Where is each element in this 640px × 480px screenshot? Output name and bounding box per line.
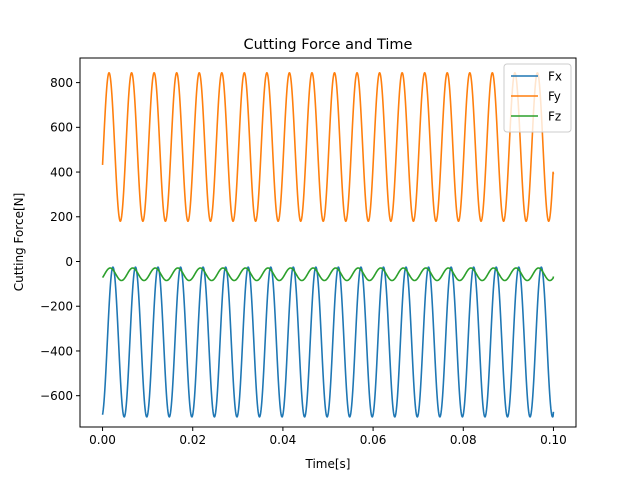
x-tick-label: 0.10	[540, 433, 567, 447]
series-line-fy	[101, 72, 555, 223]
series-line-fz	[101, 267, 555, 282]
x-axis: 0.00 0.02 0.04 0.06 0.08 0.10	[89, 427, 567, 447]
y-tick-label: 200	[50, 210, 73, 224]
legend-label-fz: Fz	[548, 109, 561, 123]
y-tick-label: −400	[40, 344, 73, 358]
x-tick-label: 0.00	[89, 433, 116, 447]
y-tick-label: 400	[50, 165, 73, 179]
y-tick-label: 800	[50, 76, 73, 90]
y-tick-label: −200	[40, 300, 73, 314]
y-tick-label: −600	[40, 389, 73, 403]
legend-label-fy: Fy	[548, 89, 561, 103]
x-tick-label: 0.08	[450, 433, 477, 447]
legend: Fx Fy Fz	[503, 63, 572, 133]
legend-box	[503, 63, 572, 133]
x-tick-label: 0.02	[179, 433, 206, 447]
x-axis-label: Time[s]	[305, 457, 351, 471]
plot-frame	[79, 57, 577, 428]
series-layer	[101, 72, 555, 418]
chart-title: Cutting Force and Time	[244, 37, 413, 53]
x-tick-label: 0.06	[360, 433, 387, 447]
y-axis: −600 −400 −200 0 200 400 600 800	[40, 76, 80, 403]
series-line-fx	[101, 266, 555, 418]
x-tick-label: 0.04	[270, 433, 297, 447]
y-axis-label: Cutting Force[N]	[12, 193, 26, 292]
legend-label-fx: Fx	[548, 69, 562, 83]
y-tick-label: 0	[65, 255, 73, 269]
y-tick-label: 600	[50, 121, 73, 135]
